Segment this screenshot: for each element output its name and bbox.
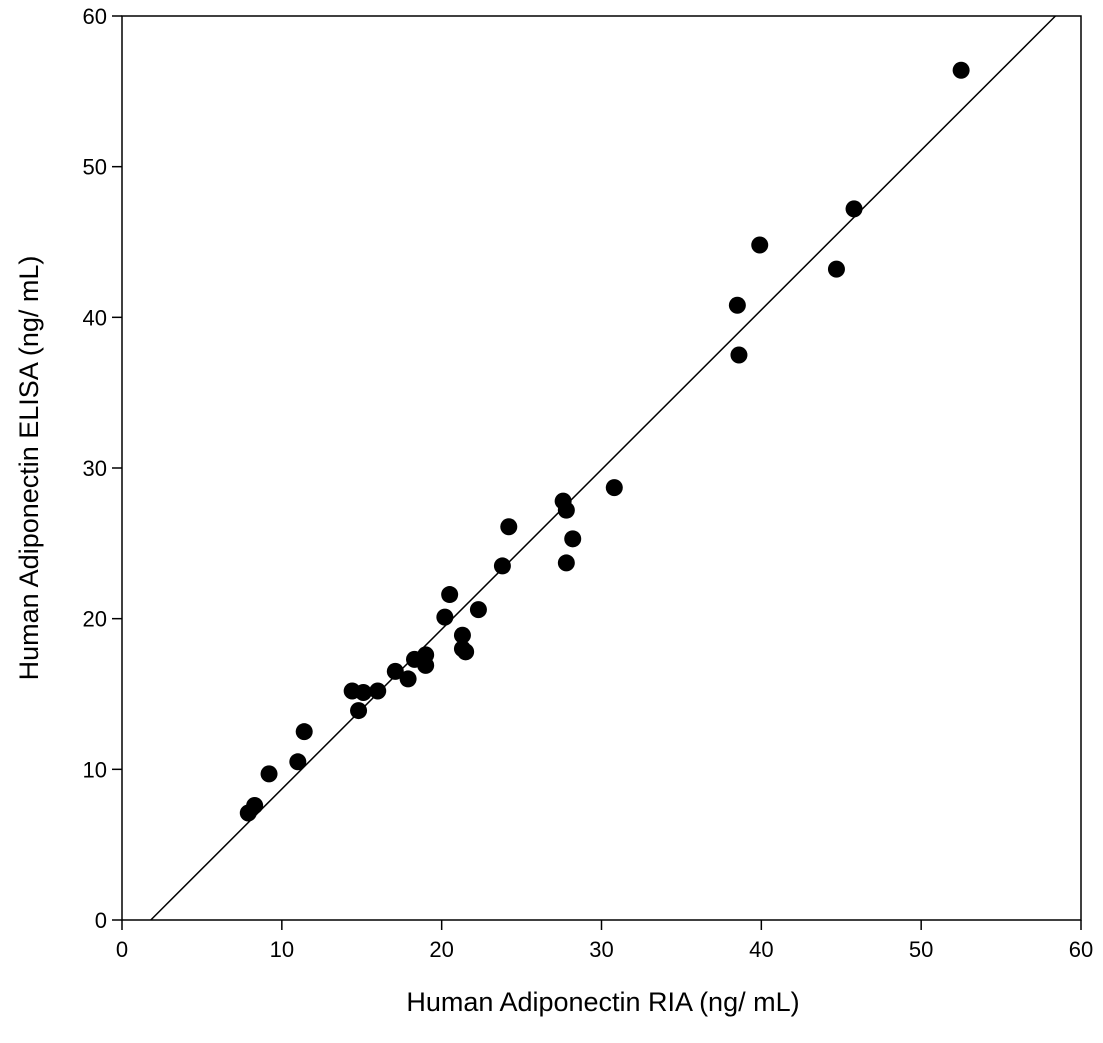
plot-frame (121, 15, 1082, 921)
y-tick-label: 50 (83, 155, 107, 180)
regression-line-group (150, 15, 1056, 921)
data-point (557, 501, 575, 519)
data-point (436, 608, 454, 626)
x-tick-label: 60 (1069, 937, 1093, 962)
data-point (399, 670, 417, 688)
data-point (246, 796, 264, 814)
y-tick-label: 0 (95, 908, 107, 933)
x-tick-label: 0 (116, 937, 128, 962)
data-point (260, 765, 278, 783)
ticks: 0 10 20 30 40 50 60 0 10 20 30 40 50 60 (83, 4, 1094, 962)
data-point (952, 61, 970, 79)
data-point (500, 518, 518, 536)
axes (121, 15, 1082, 921)
data-point (469, 601, 487, 619)
data-point (557, 554, 575, 572)
x-axis-title: Human Adiponectin RIA (ng/ mL) (406, 987, 799, 1017)
data-point (289, 753, 307, 771)
x-tick-label: 50 (909, 937, 933, 962)
data-point (493, 557, 511, 575)
data-point (369, 682, 387, 700)
data-point (605, 479, 623, 497)
data-points (239, 61, 970, 822)
data-point (386, 662, 404, 680)
x-tick-label: 20 (429, 937, 453, 962)
y-axis-title: Human Adiponectin ELISA (ng/ mL) (14, 256, 44, 681)
x-tick-label: 10 (270, 937, 294, 962)
data-point (457, 643, 475, 661)
data-point (417, 656, 435, 674)
data-point (827, 260, 845, 278)
data-point (350, 702, 368, 720)
y-tick-label: 10 (83, 757, 107, 782)
regression-line (150, 15, 1056, 921)
data-point (730, 346, 748, 364)
x-tick-label: 40 (749, 937, 773, 962)
y-tick-label: 60 (83, 4, 107, 29)
data-point (295, 723, 313, 741)
data-point (751, 236, 769, 254)
data-point (354, 683, 372, 701)
data-point (453, 626, 471, 644)
y-tick-label: 30 (83, 456, 107, 481)
data-point (845, 200, 863, 218)
y-tick-label: 40 (83, 305, 107, 330)
data-point (441, 586, 459, 604)
y-tick-label: 20 (83, 607, 107, 632)
data-point (564, 530, 582, 548)
data-point (728, 296, 746, 314)
x-tick-label: 30 (589, 937, 613, 962)
